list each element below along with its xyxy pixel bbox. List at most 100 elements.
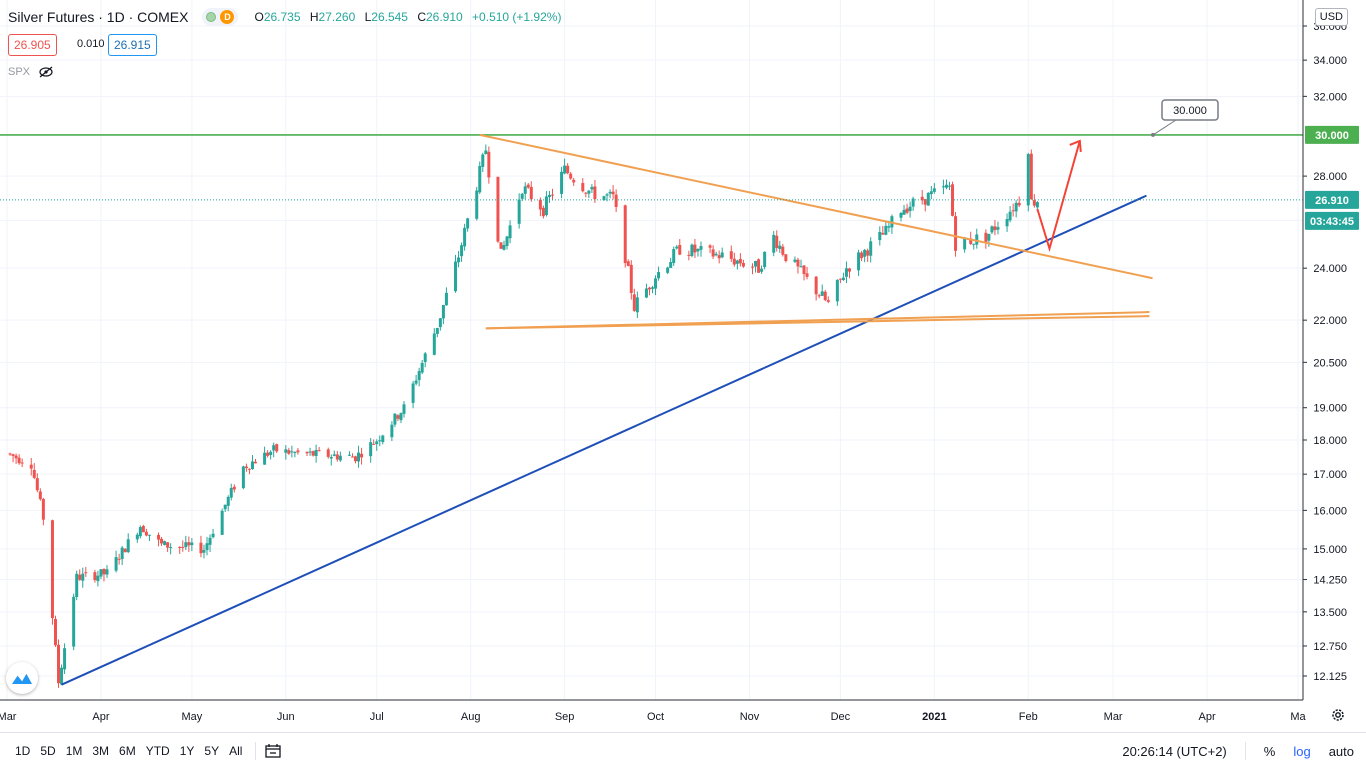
level-price-badge-bg: [1305, 125, 1359, 144]
timeframe-6m[interactable]: 6M: [119, 744, 136, 758]
candle: [729, 245, 733, 262]
candle: [369, 438, 373, 463]
candle: [117, 553, 121, 565]
log-toggle[interactable]: log: [1293, 743, 1311, 759]
timeframe-list: 1D 5D 1M 3M 6M YTD 1Y 5Y All: [10, 744, 247, 758]
triangle-base-2-line: [485, 315, 1150, 330]
timeframe-1y[interactable]: 1Y: [179, 744, 195, 758]
candle: [644, 283, 648, 299]
candle: [508, 220, 512, 244]
candle: [63, 643, 67, 674]
timeframe-5y[interactable]: 5Y: [204, 744, 220, 758]
candle: [396, 414, 400, 422]
price-axis[interactable]: 36.00034.00032.00028.00024.00022.00020.5…: [1302, 0, 1359, 700]
timeframe-1m[interactable]: 1M: [65, 744, 83, 758]
time-axis-label: Jun: [277, 711, 295, 723]
time-axis-label: Dec: [831, 711, 851, 723]
candle: [963, 236, 967, 253]
candle: [1014, 200, 1018, 218]
price-tick-label: 14.250: [1313, 575, 1347, 587]
candle: [72, 593, 76, 651]
candle: [272, 442, 276, 458]
auto-toggle[interactable]: auto: [1328, 743, 1354, 759]
candle: [220, 508, 224, 536]
candle: [135, 532, 139, 543]
candle: [269, 450, 273, 460]
candle: [96, 570, 100, 587]
candle: [711, 245, 715, 259]
candle: [223, 504, 227, 513]
hidden-eye-icon[interactable]: [38, 66, 54, 78]
timeframe-3m[interactable]: 3M: [92, 744, 110, 758]
candle: [714, 251, 718, 257]
candle: [208, 534, 212, 552]
currency-badge[interactable]: USD: [1314, 8, 1348, 26]
candle: [181, 540, 185, 552]
candle: [417, 367, 421, 387]
candle: [444, 287, 448, 306]
candle: [623, 204, 627, 268]
current-price-badge: 26.910: [1315, 195, 1349, 207]
candle: [190, 537, 194, 552]
time-axis-label: 2021: [922, 711, 946, 723]
candle: [814, 275, 818, 301]
candle: [38, 488, 42, 501]
date-range-icon[interactable]: [264, 743, 282, 759]
candle: [838, 278, 842, 284]
percent-toggle[interactable]: %: [1263, 743, 1276, 759]
candle: [317, 447, 321, 452]
candle: [796, 257, 800, 274]
candle: [14, 453, 18, 464]
candle: [717, 250, 721, 264]
tradingview-logo-icon[interactable]: [6, 662, 38, 694]
market-status[interactable]: D: [202, 8, 239, 26]
price-tick-label: 20.500: [1313, 357, 1347, 369]
time-axis-label: Mar: [1104, 711, 1123, 723]
time-axis[interactable]: Mar Apr May Jun Jul Aug Sep Oct Nov Dec 2021 Feb Mar…: [0, 699, 1307, 723]
candle: [378, 435, 382, 447]
candle: [654, 275, 658, 296]
candle: [93, 569, 97, 583]
candle: [947, 181, 951, 190]
candle: [84, 566, 88, 577]
symbol-title[interactable]: Silver Futures · 1D · COMEX: [8, 9, 189, 25]
candle: [823, 289, 827, 302]
timeframe-ytd[interactable]: YTD: [145, 744, 170, 758]
candle: [17, 454, 21, 465]
candle: [987, 233, 991, 247]
buy-price-button[interactable]: 26.915: [108, 34, 157, 56]
candle: [657, 266, 661, 281]
sell-price-button[interactable]: 26.905: [8, 34, 57, 56]
candle: [393, 413, 397, 428]
timeframe-5d[interactable]: 5D: [40, 744, 56, 758]
candle: [138, 525, 142, 539]
candle: [611, 185, 615, 200]
candle: [354, 455, 358, 464]
candle: [247, 468, 251, 475]
candle: [350, 453, 354, 458]
candle: [414, 374, 418, 386]
candle: [390, 421, 394, 441]
callout-box: [1161, 99, 1219, 121]
market-open-icon: [206, 12, 217, 22]
candle: [57, 639, 61, 688]
callout-pointer: [1152, 119, 1177, 136]
candle: [402, 401, 406, 418]
candle: [932, 183, 936, 194]
candle: [475, 186, 479, 221]
candle: [784, 254, 788, 263]
price-tick-label: 15.000: [1313, 544, 1347, 556]
candle: [902, 204, 906, 215]
candle: [114, 550, 118, 573]
settings-gear-icon[interactable]: [1330, 707, 1346, 723]
chart-canvas[interactable]: 30.000 36.00034.00032.00028.00024.00022.…: [0, 0, 1366, 732]
clock[interactable]: 20:26:14 (UTC+2): [1122, 743, 1227, 759]
candle: [890, 214, 894, 234]
drawing-layer: 30.000: [0, 99, 1303, 686]
timeframe-1d[interactable]: 1D: [15, 744, 31, 758]
candle: [438, 318, 442, 331]
candle: [81, 567, 85, 588]
timeframe-all[interactable]: All: [229, 744, 243, 758]
candle: [505, 235, 509, 250]
candle: [954, 211, 958, 257]
